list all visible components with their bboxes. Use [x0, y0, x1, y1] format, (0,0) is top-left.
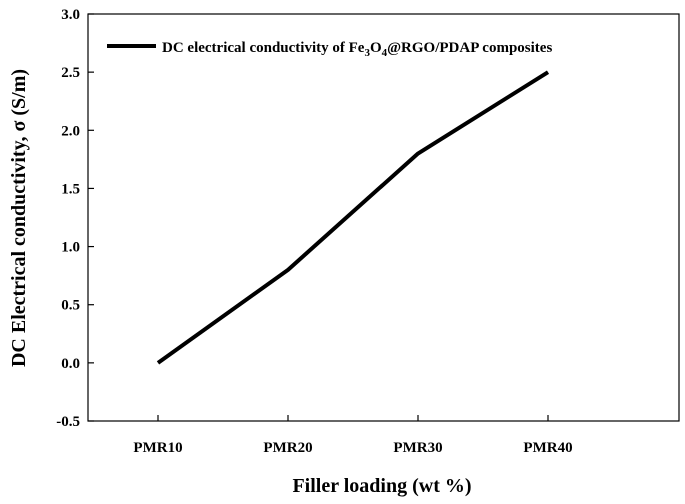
x-tick-label: PMR10	[133, 440, 182, 456]
y-tick-label: 0.5	[61, 298, 80, 314]
legend-label: DC electrical conductivity of Fe3O4@RGO/…	[162, 40, 552, 59]
plot-frame	[88, 14, 679, 421]
y-tick-label: 1.5	[61, 181, 80, 197]
y-tick-label: 2.5	[61, 65, 80, 81]
legend: DC electrical conductivity of Fe3O4@RGO/…	[107, 40, 552, 59]
y-tick-label: 2.0	[61, 123, 80, 139]
y-tick-label: 0.0	[61, 356, 80, 372]
x-tick-label: PMR20	[263, 440, 312, 456]
y-axis-label: DC Electrical conductivity, σ (S/m)	[8, 69, 30, 367]
x-axis-label: Filler loading (wt %)	[292, 475, 471, 497]
y-tick-label: 3.0	[61, 7, 80, 23]
y-tick-label: 1.0	[61, 240, 80, 256]
x-tick-label: PMR30	[393, 440, 442, 456]
axes	[88, 14, 679, 421]
y-tick-label: -0.5	[56, 414, 80, 430]
series-layer	[158, 72, 548, 363]
x-tick-label: PMR40	[523, 440, 572, 456]
series-line	[158, 72, 548, 363]
